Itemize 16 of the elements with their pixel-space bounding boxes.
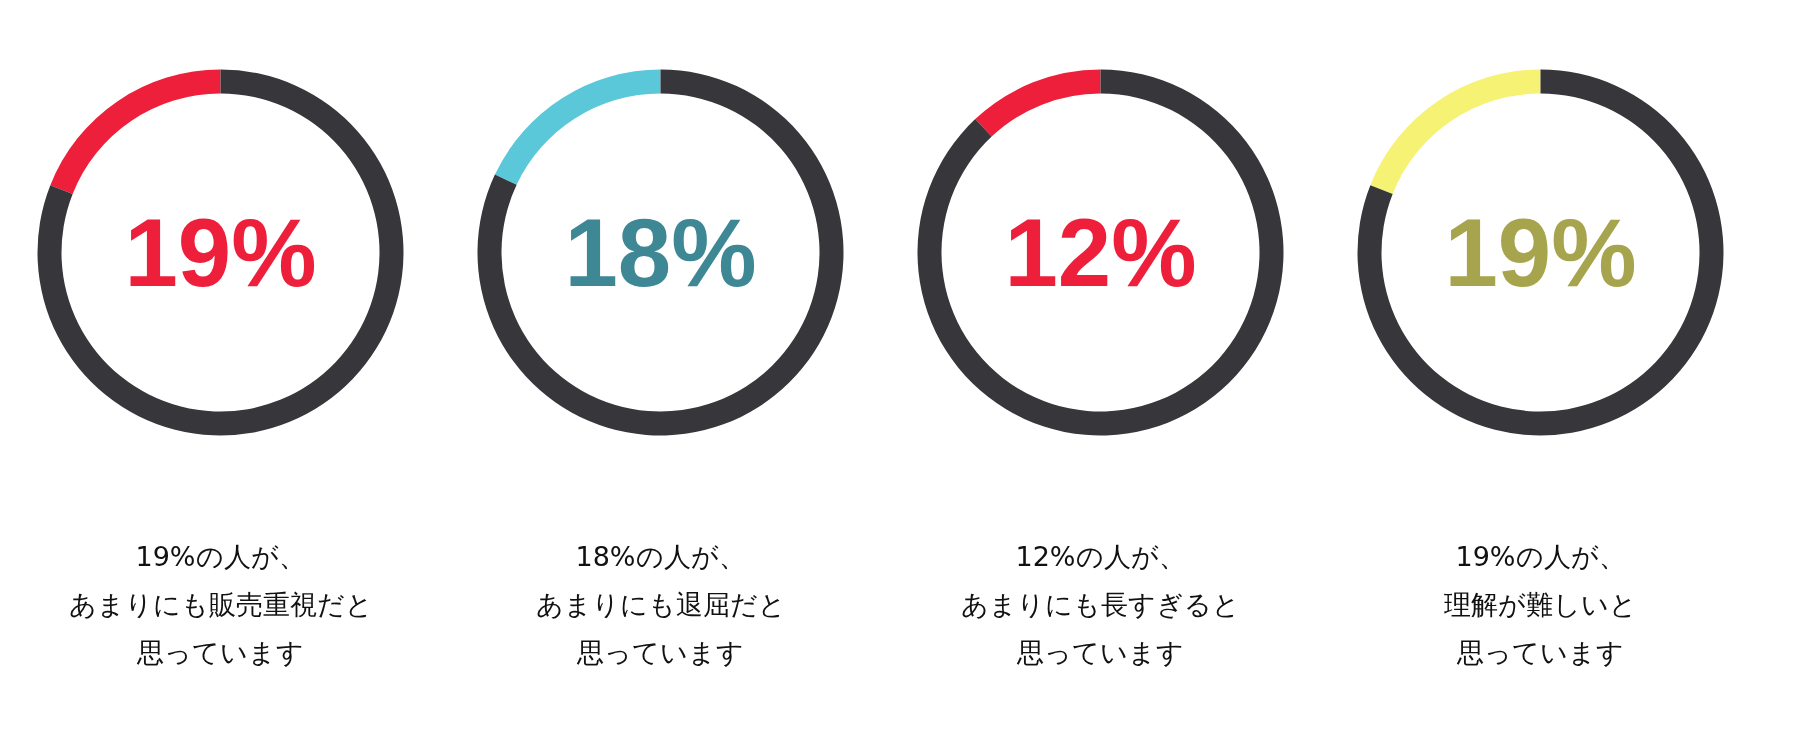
text: あまりにも長すぎると [961, 588, 1240, 620]
text: 19% [124, 199, 317, 306]
text: 思っています [1016, 636, 1184, 668]
text: あまりにも販売重視だと [68, 588, 373, 620]
text: 思っています [576, 636, 744, 668]
text: 思っています [1456, 636, 1624, 668]
text: あまりにも退屈だと [535, 588, 786, 620]
text: 19%の人が、 [1455, 540, 1626, 572]
text: 12% [1004, 199, 1197, 306]
text: 思っています [136, 636, 304, 668]
text: 18%の人が、 [575, 540, 746, 572]
text: 18% [564, 199, 757, 306]
text: 19% [1444, 199, 1637, 306]
text: 12%の人が、 [1015, 540, 1186, 572]
text: 理解が難しいと [1444, 588, 1637, 620]
text: 19%の人が、 [135, 540, 306, 572]
